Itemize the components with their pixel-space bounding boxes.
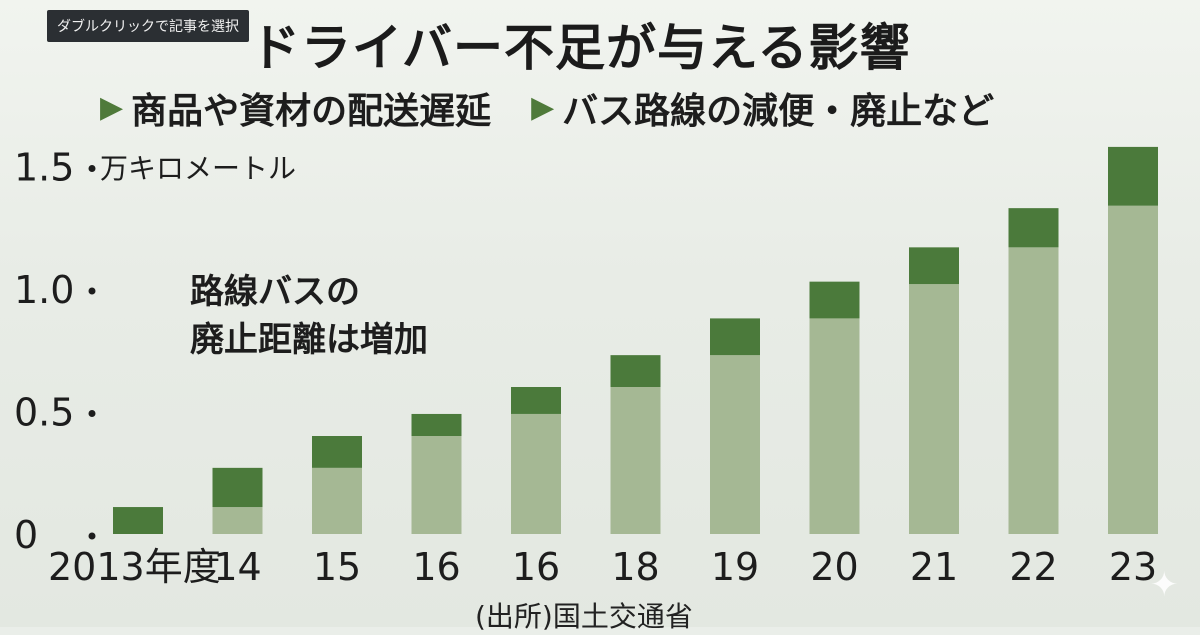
y-tick-label: 1.5 [14, 146, 74, 190]
subtitle-row: ▶ 商品や資材の配送遅延 ▶ バス路線の減便・廃止など [100, 82, 994, 134]
triangle-icon: ▶ [531, 90, 555, 125]
tooltip: ダブルクリックで記事を選択 [47, 10, 249, 42]
bar-segment [1108, 146, 1158, 206]
bar-segment [411, 436, 462, 534]
x-tick-label: 16 [512, 545, 560, 589]
bar-segment [909, 247, 959, 285]
bar-segment [511, 387, 561, 414]
y-tick-dot [88, 165, 96, 172]
bar-segment [710, 355, 760, 534]
bar-segment [212, 507, 263, 534]
x-tick-label: 22 [1009, 545, 1057, 589]
y-tick-dot [88, 532, 96, 540]
bar-segment [312, 467, 362, 534]
subtitle-item-delivery: ▶ 商品や資材の配送遅延 [100, 82, 491, 134]
y-unit-label: 万キロメートル [100, 152, 296, 185]
subtitle-label: 商品や資材の配送遅延 [131, 91, 492, 132]
y-tick-label: 0 [14, 513, 38, 557]
bar-segment [212, 467, 263, 508]
x-tick-label: 18 [611, 545, 659, 589]
bar-segment [610, 387, 661, 534]
subtitle-label: バス路線の減便・廃止など [562, 91, 995, 132]
bar-segment [1008, 247, 1059, 534]
bar-segment [312, 436, 362, 468]
x-tick-label: 23 [1109, 545, 1157, 589]
chart-annotation: 路線バスの 廃止距離は増加 [190, 272, 428, 360]
chart-title: ドライバー不足が与える影響 [250, 19, 911, 77]
bar-segment [809, 281, 860, 319]
sparkle-icon: ✦ [1150, 565, 1179, 605]
bar-segment [411, 413, 462, 436]
bar-segment [909, 284, 959, 534]
x-tick-label: 19 [711, 545, 759, 589]
y-tick-dot [88, 410, 96, 417]
x-tick-label: 21 [910, 545, 958, 589]
bar-segment [610, 355, 661, 387]
bar-segment [511, 413, 561, 534]
triangle-icon: ▶ [100, 90, 124, 125]
source-note: (出所)国土交通省 [475, 600, 693, 633]
bar-segment [1108, 205, 1158, 534]
subtitle-item-bus: ▶ バス路線の減便・廃止など [531, 82, 994, 134]
y-tick-label: 0.5 [14, 391, 74, 435]
x-tick-label: 20 [810, 545, 858, 589]
bar-segment [809, 318, 860, 534]
bar-segment [1008, 208, 1059, 248]
x-tick-label: 2013年度 [48, 545, 221, 589]
y-tick-label: 1.0 [14, 268, 74, 312]
x-tick-label: 15 [313, 545, 361, 589]
x-tick-label: 14 [213, 545, 261, 589]
x-tick-label: 16 [412, 545, 460, 589]
bar-segment [710, 318, 760, 356]
y-tick-dot [88, 287, 96, 295]
bar-segment [113, 507, 163, 534]
